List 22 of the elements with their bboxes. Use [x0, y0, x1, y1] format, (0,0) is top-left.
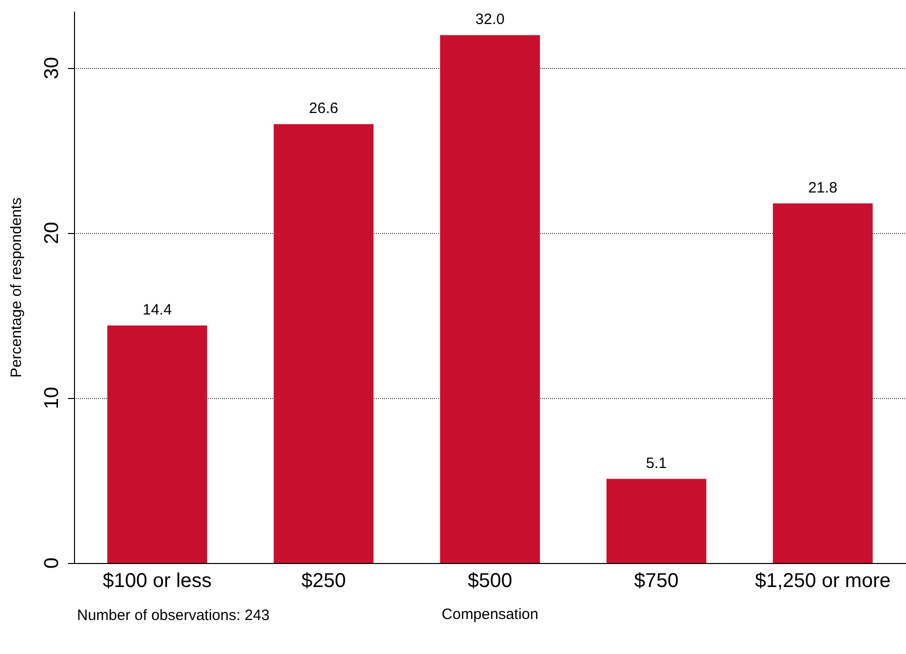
data-label: 26.6 — [309, 100, 338, 118]
bar — [440, 35, 540, 563]
x-tick-label: $500 — [468, 570, 512, 592]
x-tick-label: $750 — [634, 570, 679, 592]
x-tick-label: $100 or less — [102, 570, 212, 592]
bar — [606, 478, 706, 563]
bar — [772, 203, 873, 563]
bar — [107, 325, 208, 563]
x-axis-title: Compensation — [442, 606, 538, 623]
y-tick-label: 20 — [41, 222, 63, 244]
y-tick-label: 0 — [41, 557, 63, 569]
y-axis-title: Percentage of respondents — [8, 197, 25, 378]
text: Number of observations: 243 — [77, 607, 270, 624]
y-tick-label: 30 — [41, 56, 63, 80]
data-label: 5.1 — [646, 454, 667, 472]
data-label: 21.8 — [808, 179, 838, 196]
bar — [274, 124, 374, 563]
data-label: 14.4 — [142, 301, 172, 318]
data-label: 32.0 — [475, 11, 505, 28]
x-tick-label: $250 — [301, 570, 346, 592]
y-tick-label: 10 — [41, 386, 63, 410]
x-tick-label: $1,250 or more — [754, 570, 891, 592]
